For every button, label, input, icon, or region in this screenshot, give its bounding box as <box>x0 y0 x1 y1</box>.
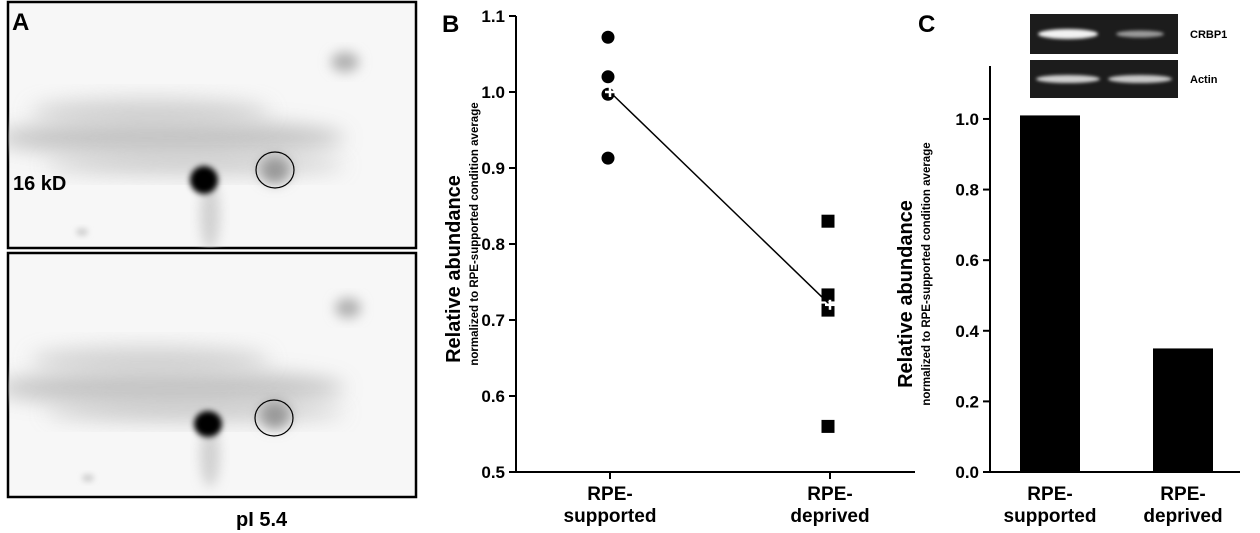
panel-c-ylabel-sub: normalized to RPE-supported condition av… <box>921 142 933 405</box>
panel-c-y-ticks: 0.0 0.2 0.4 0.6 0.8 1.0 <box>955 110 990 482</box>
panel-b-y-axis-label: Relative abundance normalized to RPE-sup… <box>443 102 481 365</box>
pi-label: pI 5.4 <box>236 509 288 531</box>
panel-b-label: B <box>442 11 459 38</box>
y-tick-label: 0.7 <box>481 311 505 330</box>
y-tick-label: 0.8 <box>955 181 979 200</box>
spot-circle-bottom <box>254 399 294 437</box>
data-point-square <box>821 288 835 302</box>
bar <box>1153 348 1213 472</box>
y-tick-label: 0.9 <box>481 159 505 178</box>
panel-c-y-axis-label: Relative abundance normalized to RPE-sup… <box>895 142 933 405</box>
bar <box>1020 115 1080 472</box>
y-tick-label: 0.2 <box>955 392 979 411</box>
molecular-weight-label: 16 kD <box>13 173 66 195</box>
gel-inset-crbp1 <box>1030 14 1178 54</box>
y-tick-label: 0.5 <box>481 463 505 482</box>
y-tick-label: 1.1 <box>481 7 505 26</box>
panel-b-mean-line <box>609 91 831 306</box>
y-tick-label: 0.8 <box>481 235 505 254</box>
panel-b-points <box>601 30 835 433</box>
gel-label-actin: Actin <box>1190 74 1218 86</box>
panel-b-ylabel-sub: normalized to RPE-supported condition av… <box>469 102 481 365</box>
x-category-label: RPE-deprived <box>790 484 869 527</box>
spot-circle-top <box>255 151 295 189</box>
data-point-circle <box>601 30 615 44</box>
panel-c-ylabel: Relative abundance <box>895 200 917 388</box>
data-point-square <box>821 214 835 228</box>
x-category-label: RPE-supported <box>564 484 657 527</box>
panel-b-scatter-chart: B 0.50.60.70.80.91.01.1 RPE-supportedRPE… <box>442 7 915 527</box>
data-point-circle <box>601 70 615 84</box>
y-tick-label: 0.6 <box>955 251 979 270</box>
data-point-square <box>821 419 835 433</box>
panel-a-label: A <box>12 9 29 36</box>
mean-marker <box>605 87 615 97</box>
gel-image-bottom <box>6 251 418 499</box>
mean-connector-line <box>609 91 831 306</box>
gel-label-crbp1: CRBP1 <box>1190 29 1227 41</box>
data-point-circle <box>601 151 615 165</box>
panel-a: A 16 kD pI 5.4 <box>6 0 418 531</box>
panel-b-y-ticks: 0.5 0.6 0.7 0.8 0.9 1.0 1.1 <box>481 7 516 482</box>
panel-c-bar-chart: C CRBP1 Actin 0.0 0.2 0.4 0.6 0.8 1.0 RPE-sup… <box>895 11 1240 527</box>
gel-image-top <box>6 0 418 250</box>
panel-c-x-categories: RPE-supported RPE-deprived <box>1004 484 1223 527</box>
panel-b-ylabel: Relative abundance <box>443 175 465 363</box>
y-tick-label: 0.4 <box>955 322 979 341</box>
panel-b-axes <box>515 16 915 473</box>
panel-c-bars <box>1020 115 1213 472</box>
y-tick-label: 1.0 <box>481 83 505 102</box>
y-tick-label: 0.6 <box>481 387 505 406</box>
gel-inset-actin <box>1030 60 1178 98</box>
y-tick-label: 0.0 <box>955 463 979 482</box>
x-category-label: RPE-supported <box>1004 484 1097 527</box>
panel-b-x-categories: RPE-supported RPE-deprived <box>564 472 870 527</box>
y-tick-label: 1.0 <box>955 110 979 129</box>
x-category-label: RPE-deprived <box>1143 484 1222 527</box>
mean-marker <box>825 299 835 310</box>
panel-c-label: C <box>918 11 935 38</box>
data-point-circle <box>601 87 615 101</box>
